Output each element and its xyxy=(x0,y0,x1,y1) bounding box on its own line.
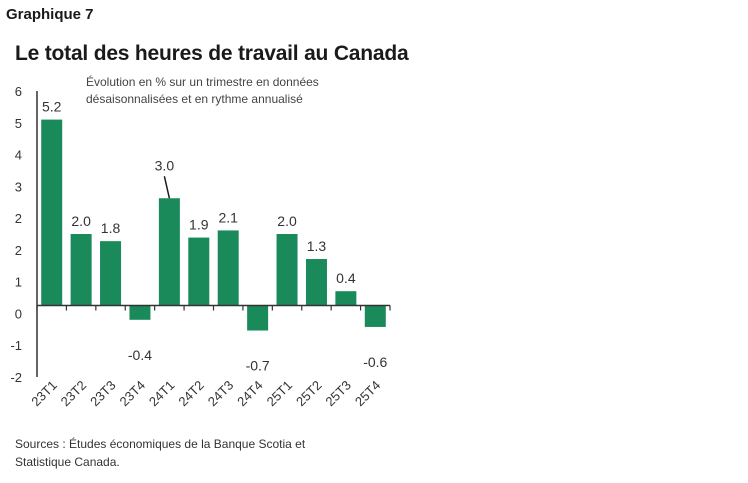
x-tick-label: 25T4 xyxy=(352,378,384,410)
data-label: 2.0 xyxy=(71,213,91,229)
x-tick-label: 23T1 xyxy=(28,378,60,410)
y-tick-label: 5 xyxy=(15,116,22,131)
bar xyxy=(129,305,151,320)
data-label: 2.1 xyxy=(218,209,238,225)
bar xyxy=(364,305,386,327)
data-label: -0.4 xyxy=(128,347,152,363)
chart-title: Le total des heures de travail au Canada xyxy=(15,42,409,65)
x-tick-label: 24T3 xyxy=(205,378,237,410)
x-tick-label: 24T4 xyxy=(234,378,266,410)
bar xyxy=(100,241,122,306)
y-tick-label: 0 xyxy=(15,306,22,321)
data-label: 0.4 xyxy=(336,270,356,286)
chart-subtitle-line: désaisonnalisées et en rythme annualisé xyxy=(86,92,303,106)
data-label: 3.0 xyxy=(155,157,175,173)
bar xyxy=(305,259,327,306)
bar xyxy=(41,119,63,306)
x-tick-label: 24T1 xyxy=(146,378,178,410)
label-leader-line xyxy=(163,176,171,199)
x-tick-label: 23T2 xyxy=(58,378,90,410)
y-tick-label: -1 xyxy=(10,338,22,353)
data-label: 1.9 xyxy=(189,217,209,233)
y-tick-label: 2 xyxy=(15,211,22,226)
bar xyxy=(335,291,357,306)
y-tick-label: 2 xyxy=(15,243,22,258)
source-note: Sources : Études économiques de la Banqu… xyxy=(15,437,306,469)
x-tick-label: 25T2 xyxy=(293,378,325,410)
y-tick-label: 1 xyxy=(15,275,22,290)
x-tick-label: 25T1 xyxy=(264,378,296,410)
y-tick-label: 4 xyxy=(15,148,22,163)
chart-subtitle-line: Évolution en % sur un trimestre en donné… xyxy=(86,74,319,89)
bar xyxy=(217,230,239,306)
data-label: 1.3 xyxy=(307,238,327,254)
figure-number: Graphique 7 xyxy=(6,6,94,23)
bar xyxy=(247,305,269,331)
y-tick-label: 6 xyxy=(15,84,22,99)
y-tick-label: -2 xyxy=(10,370,22,385)
data-label: -0.6 xyxy=(363,354,387,370)
x-tick-label: 23T3 xyxy=(87,378,119,410)
bar xyxy=(70,234,92,306)
x-tick-label: 23T4 xyxy=(117,378,149,410)
data-label: 5.2 xyxy=(42,99,62,115)
data-label: 2.0 xyxy=(277,213,297,229)
data-label: -0.7 xyxy=(246,358,270,374)
data-label: 1.8 xyxy=(101,220,121,236)
y-tick-label: 3 xyxy=(15,179,22,194)
x-tick-label: 24T2 xyxy=(175,378,207,410)
x-tick-label: 25T3 xyxy=(322,378,354,410)
bar xyxy=(276,234,298,306)
bar xyxy=(158,198,180,306)
bar xyxy=(188,237,210,306)
